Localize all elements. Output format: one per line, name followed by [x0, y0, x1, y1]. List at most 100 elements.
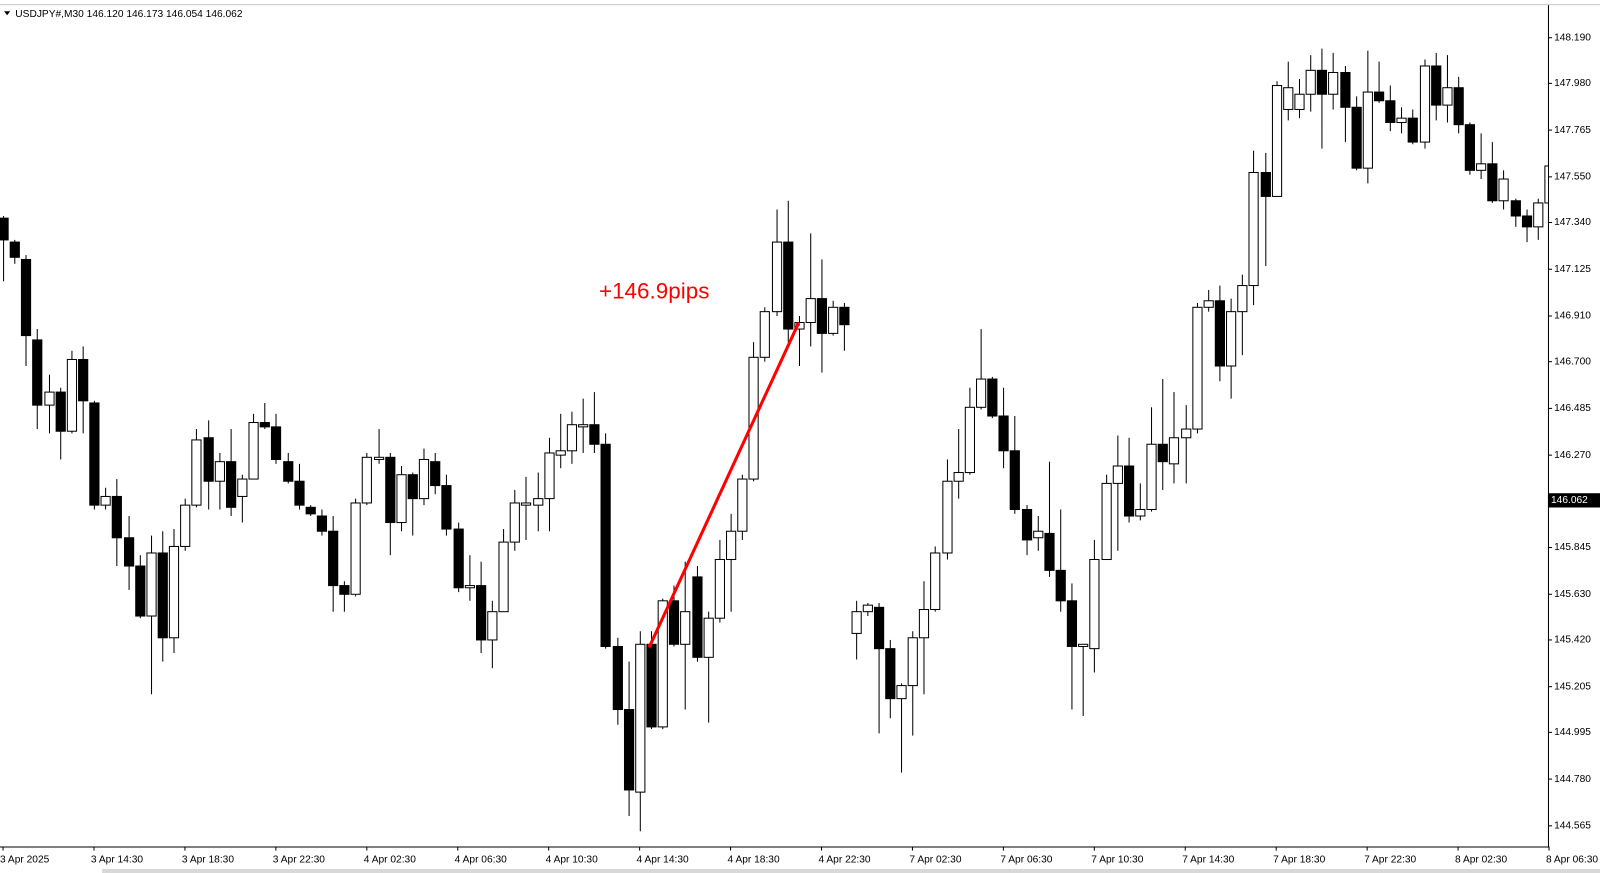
candle-body-down: [1044, 532, 1055, 571]
candle-body-up: [1168, 437, 1180, 465]
candle-body-up: [464, 585, 475, 589]
candle-body-down: [1340, 71, 1351, 108]
candle-body-down: [873, 606, 885, 650]
candle-body-down: [0, 217, 9, 241]
candle-body-up: [737, 478, 748, 532]
y-tick-label: 147.125: [1554, 264, 1591, 275]
y-tick-label: 146.910: [1554, 311, 1591, 322]
candle-body-up: [1089, 558, 1100, 650]
annotation: +146.9pips: [599, 279, 709, 304]
x-tick-label: 7 Apr 14:30: [1182, 854, 1234, 865]
candle-body-down: [111, 495, 122, 539]
candle-body-down: [783, 241, 794, 330]
candle-body-up: [498, 541, 509, 613]
candle-body-up: [1533, 202, 1544, 228]
candle-body-up: [520, 502, 532, 506]
candle-body-down: [1123, 465, 1135, 517]
candle-body-up: [930, 552, 941, 611]
candle-body-up: [44, 391, 55, 406]
candle-body-down: [339, 585, 350, 595]
trend-line-start: [647, 643, 653, 648]
candle-body-down: [453, 528, 464, 589]
trend-line: [648, 323, 800, 647]
x-tick-label: 7 Apr 06:30: [1000, 854, 1052, 865]
candle-body-down: [1316, 69, 1328, 95]
candle-body-up: [657, 600, 668, 728]
candle-body-down: [1373, 91, 1385, 102]
candle-body-down: [1407, 117, 1418, 143]
x-tick-label: 4 Apr 06:30: [455, 854, 507, 865]
candle-body-down: [283, 461, 294, 482]
candle-body-up: [1498, 178, 1509, 202]
candle-body-down: [816, 298, 828, 334]
chart-title: USDJPY#,M30 146.120 146.173 146.054 146.…: [15, 9, 243, 20]
y-tick-label: 147.550: [1554, 172, 1591, 183]
candles: [0, 48, 1548, 832]
candle-body-up: [555, 450, 566, 456]
y-tick-label: 148.190: [1554, 32, 1591, 43]
y-tick-label: 147.980: [1554, 78, 1591, 89]
candle-body-up: [759, 311, 770, 358]
candle-body-up: [635, 643, 646, 793]
candle-body-up: [168, 545, 180, 639]
candle-body-up: [418, 458, 430, 500]
candle-body-up: [180, 504, 191, 547]
candle-body-up: [1396, 117, 1407, 124]
candle-body-up: [907, 637, 918, 687]
candle-body-down: [646, 643, 657, 728]
candle-body-up: [1283, 87, 1294, 110]
x-tick-label: 7 Apr 02:30: [909, 854, 961, 865]
candle-body-down: [270, 426, 282, 461]
candle-body-up: [100, 495, 111, 506]
candle-body-down: [1009, 450, 1020, 511]
y-tick-label: 146.700: [1554, 356, 1591, 367]
candle-body-down: [9, 241, 20, 258]
x-tick-label: 3 Apr 22:30: [273, 854, 325, 865]
candle-body-up: [794, 322, 805, 330]
candle-body-up: [953, 472, 964, 482]
candle-body-up: [1135, 508, 1146, 517]
y-tick-label: 146.270: [1554, 450, 1591, 461]
candle-body-up: [146, 552, 157, 617]
candle-body-up: [487, 611, 498, 641]
candle-body-down: [123, 537, 135, 567]
candle-body-down: [1066, 600, 1078, 647]
candle-body-up: [1101, 482, 1112, 561]
candle-body-up: [771, 241, 783, 313]
candle-body-down: [1351, 106, 1362, 169]
y-tick-label: 146.485: [1554, 403, 1591, 414]
candle-body-up: [1419, 65, 1431, 143]
candle-body-down: [600, 443, 611, 647]
candle-body-up: [1146, 443, 1157, 511]
x-tick-label: 8 Apr 06:30: [1546, 854, 1598, 865]
y-tick-label: 144.565: [1554, 821, 1591, 832]
candle-body-up: [566, 424, 578, 452]
candle-body-down: [612, 645, 623, 711]
candle-body-down: [316, 515, 328, 532]
y-tick-label: 145.845: [1554, 542, 1591, 553]
header-icon[interactable]: [4, 11, 11, 16]
candle-body-up: [361, 456, 372, 504]
candle-body-up: [896, 685, 907, 700]
candle-body-down: [328, 530, 339, 587]
candle-body-up: [918, 608, 930, 639]
candle-body-up: [726, 530, 737, 561]
x-tick-label: 4 Apr 18:30: [728, 854, 780, 865]
candle-body-down: [294, 480, 305, 506]
candle-body-down: [305, 506, 316, 515]
x-tick-label: 4 Apr 14:30: [637, 854, 689, 865]
candle-body-down: [89, 402, 100, 506]
candle-body-down: [1021, 508, 1033, 541]
candle-body-up: [1544, 165, 1548, 204]
candle-body-up: [396, 474, 407, 524]
candle-body-up: [714, 558, 725, 619]
candle-body-down: [407, 474, 418, 500]
candle-body-up: [1442, 87, 1453, 106]
y-tick-label: 145.205: [1554, 681, 1591, 692]
candle-body-up: [1192, 306, 1203, 430]
scrollbar[interactable]: [102, 868, 1600, 873]
candle-body-down: [623, 709, 635, 791]
candle-body-up: [805, 298, 816, 324]
candle-body-down: [1055, 569, 1066, 602]
